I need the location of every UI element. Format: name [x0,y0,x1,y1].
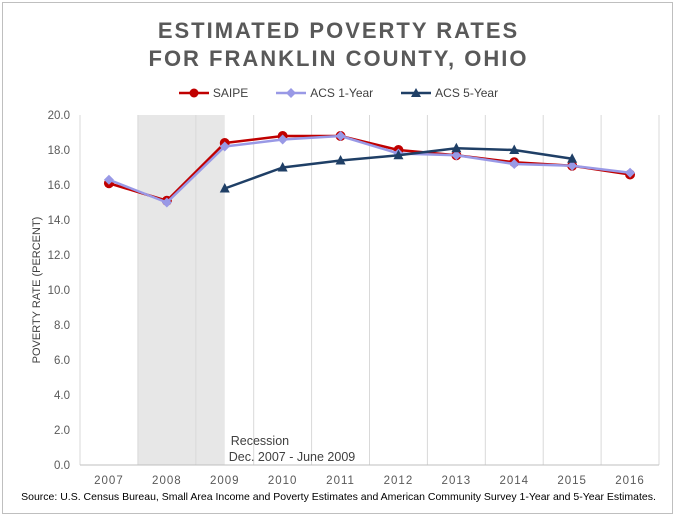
y-tick-label: 10.0 [48,285,70,297]
y-tick-label: 20.0 [48,110,70,122]
y-tick-label: 12.0 [48,250,70,262]
y-tick-label: 18.0 [48,145,70,157]
y-tick-label: 8.0 [54,320,70,332]
x-tick-label: 2011 [326,475,355,487]
data-point-acs1 [451,150,462,161]
data-point-acs5 [335,155,346,165]
x-tick-label: 2008 [152,475,182,487]
legend: SAIPE ACS 1-Year ACS 5-Year [0,86,677,100]
data-point-acs5 [277,162,288,172]
y-tick-label: 0.0 [54,460,70,472]
series-acs5 [219,142,578,193]
legend-item-saipe: SAIPE [178,86,249,100]
data-point-acs1 [219,141,230,152]
y-tick-label: 2.0 [54,425,70,437]
data-point-acs5 [567,153,578,163]
series-acs1 [103,131,636,208]
y-tick-label: 16.0 [48,180,70,192]
legend-item-acs5: ACS 5-Year [401,86,498,100]
x-tick-label: 2009 [210,475,240,487]
legend-label-saipe: SAIPE [212,86,249,100]
x-tick-label: 2016 [615,475,645,487]
legend-label-acs5: ACS 5-Year [435,86,499,100]
source-note: Source: U.S. Census Bureau, Small Area I… [21,491,656,503]
legend-item-acs1: ACS 1-Year [276,86,373,100]
x-tick-label: 2013 [442,475,472,487]
data-point-acs5 [451,142,462,153]
x-tick-label: 2015 [557,475,587,487]
recession-annotation-line1: Recession [231,434,289,448]
series-layer [103,131,636,208]
x-tick-label: 2007 [94,475,124,487]
y-tick-label: 4.0 [54,390,70,402]
chart-frame [2,2,673,514]
y-tick-label: 6.0 [54,355,70,367]
legend-label-acs1: ACS 1-Year [310,86,374,100]
legend-marker-acs5 [401,88,432,97]
data-point-acs5 [219,183,230,193]
vertical-gridlines [79,115,660,465]
data-point-acs1 [277,134,288,145]
data-point-acs1 [567,160,578,171]
data-point-acs1 [509,159,520,169]
x-axis-ticks: 2007 2008 2009 2010 2011 2012 2013 2014 2015 2016 [94,475,645,487]
x-tick-label: 2014 [499,475,529,487]
x-tick-label: 2010 [268,475,298,487]
data-point-acs1 [161,197,172,208]
data-point-acs1 [103,174,114,185]
legend-marker-saipe [178,88,209,98]
recession-annotation-line2: Dec. 2007 - June 2009 [229,450,356,464]
series-line-acs1 [108,134,631,204]
data-point-acs1 [335,131,346,141]
y-tick-label: 14.0 [48,215,70,227]
x-tick-label: 2012 [384,475,414,487]
y-axis-label: POVERTY RATE (PERCENT) [31,217,43,364]
recession-shading [137,115,225,465]
data-point-acs5 [509,144,520,154]
chart-title-line2: FOR FRANKLIN COUNTY, OHIO [148,46,529,71]
data-point-acs5 [393,149,404,160]
legend-marker-acs1 [276,88,307,98]
chart-title-line1: ESTIMATED POVERTY RATES [157,18,520,43]
data-point-acs1 [625,167,636,178]
y-axis-ticks: 0.0 2.0 4.0 6.0 8.0 10.0 12.0 14.0 16.0 18.0 20.0 [48,110,70,472]
